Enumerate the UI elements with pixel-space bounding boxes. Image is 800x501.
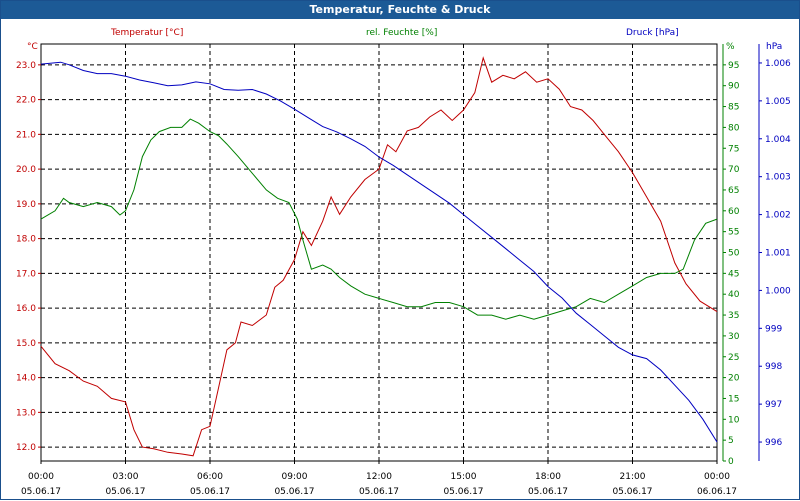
pressure-line xyxy=(40,61,718,443)
temperature-tick-label: 22.0 xyxy=(16,96,36,106)
pressure-axis: 1.006 1.005 1.004 1.003 1.002 1.001 1.000 999 99… xyxy=(758,44,791,461)
temperature-tick-label: 16.0 xyxy=(16,304,36,314)
pressure-tick-label: 998 xyxy=(765,362,782,372)
temperature-tick-label: 17.0 xyxy=(16,269,36,279)
temperature-line xyxy=(40,56,718,457)
humidity-tick-label: 0 xyxy=(728,457,734,467)
temperature-tick-label: 23.0 xyxy=(16,61,36,71)
humidity-line xyxy=(40,118,718,320)
time-tick-label: 06:00 xyxy=(197,472,223,482)
temperature-tick-label: 18.0 xyxy=(16,235,36,245)
axis-label-humidity: rel. Feuchte [%] xyxy=(366,28,437,38)
pressure-tick-label: 1.006 xyxy=(765,59,791,69)
date-tick-label: 06.06.17 xyxy=(697,487,737,497)
date-tick-label: 05.06.17 xyxy=(190,487,230,497)
pressure-tick-label: 999 xyxy=(765,324,782,334)
time-tick-label: 21:00 xyxy=(620,472,646,482)
time-tick-label: 12:00 xyxy=(366,472,392,482)
date-tick-label: 05.06.17 xyxy=(612,487,652,497)
temperature-tick-label: 13.0 xyxy=(16,408,36,418)
temperature-tick-label: 21.0 xyxy=(16,130,36,140)
date-tick-label: 05.06.17 xyxy=(359,487,399,497)
temperature-tick-label: 12.0 xyxy=(16,443,36,453)
humidity-tick-label: 80 xyxy=(728,123,740,133)
time-tick-label: 00:00 xyxy=(28,472,54,482)
humidity-tick-label: 65 xyxy=(728,186,739,196)
temperature-tick-label: 19.0 xyxy=(16,200,36,210)
humidity-tick-label: 60 xyxy=(728,207,740,217)
humidity-tick-label: 25 xyxy=(728,353,739,363)
temperature-tick-label: 15.0 xyxy=(16,339,36,349)
humidity-tick-label: 55 xyxy=(728,228,739,238)
humidity-tick-label: 40 xyxy=(728,290,740,300)
humidity-tick-label: 10 xyxy=(728,415,740,425)
date-tick-label: 05.06.17 xyxy=(443,487,483,497)
grid-lines xyxy=(41,44,717,461)
humidity-tick-label: 50 xyxy=(728,249,740,259)
humidity-tick-label: 85 xyxy=(728,103,739,113)
pressure-tick-label: 997 xyxy=(765,400,782,410)
pressure-tick-label: 1.002 xyxy=(765,211,791,221)
temperature-tick-label: 14.0 xyxy=(16,374,36,384)
pressure-tick-label: 1.000 xyxy=(765,286,791,296)
humidity-tick-label: 20 xyxy=(728,374,740,384)
humidity-tick-label: 45 xyxy=(728,269,739,279)
pressure-tick-label: 1.003 xyxy=(765,173,791,183)
humidity-tick-label: 70 xyxy=(728,165,740,175)
date-tick-label: 05.06.17 xyxy=(21,487,61,497)
window-title: Temperatur, Feuchte & Druck xyxy=(1,1,799,19)
humidity-tick-label: 35 xyxy=(728,311,739,321)
unit-pressure: hPa xyxy=(766,42,782,52)
series-layer xyxy=(40,56,718,457)
humidity-tick-label: 30 xyxy=(728,332,740,342)
humidity-tick-label: 95 xyxy=(728,61,739,71)
time-tick-label: 09:00 xyxy=(282,472,308,482)
unit-temperature: °C xyxy=(27,42,38,52)
pressure-tick-label: 1.005 xyxy=(765,97,791,107)
unit-humidity: % xyxy=(726,42,735,52)
date-tick-label: 05.06.17 xyxy=(528,487,568,497)
humidity-tick-label: 5 xyxy=(728,436,734,446)
pressure-tick-label: 996 xyxy=(765,438,782,448)
humidity-tick-label: 15 xyxy=(728,394,739,404)
time-tick-label: 15:00 xyxy=(451,472,477,482)
time-tick-label: 03:00 xyxy=(113,472,139,482)
date-tick-label: 05.06.17 xyxy=(105,487,145,497)
axis-label-pressure: Druck [hPa] xyxy=(626,28,679,38)
humidity-tick-label: 90 xyxy=(728,82,740,92)
time-axis: 00:00 05.06.17 03:00 05.06.17 06:00 05.06.17 0… xyxy=(21,461,737,497)
axis-label-temperature: Temperatur [°C] xyxy=(110,28,183,38)
time-tick-label: 18:00 xyxy=(535,472,561,482)
humidity-tick-label: 75 xyxy=(728,144,739,154)
pressure-tick-label: 1.004 xyxy=(765,135,791,145)
time-tick-label: 00:00 xyxy=(704,472,730,482)
pressure-tick-label: 1.001 xyxy=(765,249,791,259)
date-tick-label: 05.06.17 xyxy=(274,487,314,497)
plot-area xyxy=(40,43,718,462)
temperature-axis: 23.0 22.0 21.0 20.0 19.0 18.0 17.0 16.0 15.0 14.0… xyxy=(16,61,41,453)
temperature-tick-label: 20.0 xyxy=(16,165,36,175)
